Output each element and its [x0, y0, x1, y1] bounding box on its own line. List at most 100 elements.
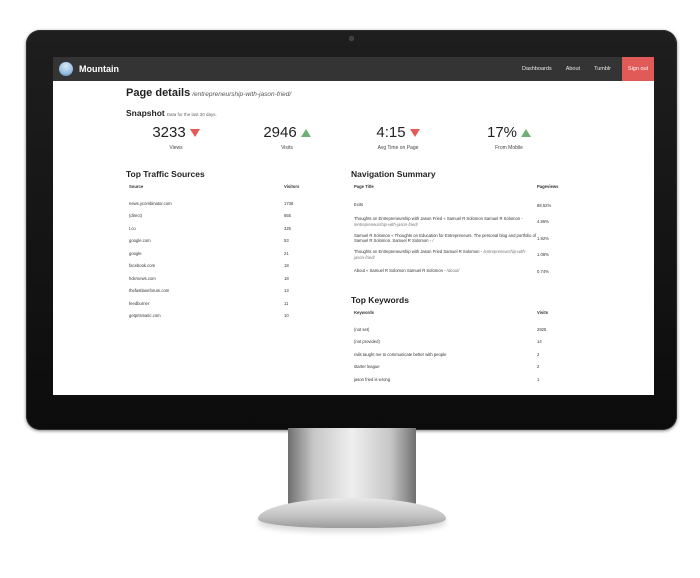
- top-keywords-section: Top Keywords Keywords Visits (not set) 29…: [351, 295, 566, 386]
- source-cell: google: [129, 250, 142, 256]
- table-row[interactable]: google.com 53: [126, 235, 326, 248]
- column-header: Visitors: [284, 184, 300, 189]
- table-row[interactable]: google 21: [126, 247, 326, 260]
- stat-mobile: 17% From Mobile: [459, 124, 559, 151]
- source-cell: (direct): [129, 213, 143, 219]
- page-title-cell: Exits: [351, 197, 537, 214]
- keyword-cell: (not set): [354, 326, 370, 332]
- stat-label: Visits: [281, 145, 293, 151]
- nav-tumblr[interactable]: Tumblr: [594, 66, 611, 72]
- visits-cell: 1: [537, 376, 540, 382]
- table-row[interactable]: About « Samuel R Solomon Samuel R Solomo…: [351, 263, 566, 280]
- visitors-cell: 10: [284, 313, 289, 319]
- column-header: Source: [129, 184, 144, 189]
- page-path: /entrepreneurship-with-jason-fried/: [192, 91, 292, 98]
- visits-cell: 14: [537, 339, 542, 345]
- keyword-cell: (not provided): [354, 339, 380, 345]
- table-row[interactable]: getprismatic.com 10: [126, 310, 326, 323]
- visitors-cell: 13: [284, 288, 289, 294]
- page-title-text: Thoughts on Entrepreneurship with Jason …: [354, 249, 480, 255]
- table-row[interactable]: (not provided) 14: [351, 336, 566, 349]
- source-cell: facebook.com: [129, 263, 156, 269]
- nav-dashboards[interactable]: Dashboards: [522, 66, 552, 72]
- page-title-text: Exits: [354, 202, 364, 208]
- source-cell: thefastlaneforum.com: [129, 288, 170, 294]
- page-title-text: Samuel R Solomon « Thoughts on Education…: [354, 232, 537, 244]
- column-header: Keywords: [354, 310, 375, 315]
- monitor-stand-neck: [288, 428, 416, 508]
- page-title-cell: Thoughts on Entrepreneurship with Jason …: [354, 249, 527, 260]
- table-row[interactable]: (not set) 2925: [351, 323, 566, 336]
- visits-cell: 2: [537, 364, 540, 370]
- visits-cell: 2925: [537, 326, 547, 332]
- brand-name[interactable]: Mountain: [79, 64, 119, 74]
- trend-down-icon: [409, 128, 420, 137]
- keyword-cell: rails taught me to communicate better wi…: [354, 351, 447, 357]
- visitors-cell: 655: [284, 213, 291, 219]
- page-title-cell: Samuel R Solomon « Thoughts on Education…: [354, 232, 537, 244]
- stat-value: 3233: [152, 124, 186, 141]
- column-header: Page Title: [354, 184, 374, 189]
- stat-label: Views: [169, 145, 183, 151]
- page-path-text: /: [432, 238, 434, 244]
- traffic-sources-table: Source Visitors news.ycombinator.com 1738…: [126, 181, 326, 322]
- table-row[interactable]: rails taught me to communicate better wi…: [351, 348, 566, 361]
- navigation-summary-title: Navigation Summary: [351, 169, 436, 179]
- sign-out-button[interactable]: Sign out: [622, 57, 654, 81]
- top-navbar: Mountain Dashboards About Tumblr Sign ou…: [53, 57, 654, 81]
- snapshot-title: Snapshot: [126, 108, 165, 118]
- page-path-text: /entrepreneurship-with-jason-fried/: [354, 221, 418, 227]
- table-row[interactable]: Exits 88.52%: [351, 197, 566, 214]
- table-header: Keywords Visits: [351, 307, 566, 323]
- pageviews-cell: 88.52%: [537, 202, 552, 208]
- mountain-logo-icon[interactable]: [59, 62, 73, 76]
- stat-value: 17%: [486, 124, 518, 141]
- top-keywords-rows: (not set) 2925 (not provided) 14 rails taugh…: [351, 323, 566, 386]
- trend-down-icon: [189, 128, 200, 137]
- table-row[interactable]: starter league 2: [351, 361, 566, 374]
- pageviews-cell: 4.86%: [537, 219, 549, 225]
- snapshot-note: Data for the last 30 days.: [166, 112, 217, 117]
- visitors-cell: 11: [284, 300, 289, 306]
- source-cell: hckrnews.com: [129, 275, 156, 281]
- table-row[interactable]: news.ycombinator.com 1738: [126, 197, 326, 210]
- page-title: Page details: [126, 87, 191, 99]
- table-row[interactable]: feedburner 11: [126, 297, 326, 310]
- table-row[interactable]: Thoughts on Entrepreneurship with Jason …: [351, 247, 566, 264]
- monitor-stand-base: [258, 498, 446, 528]
- visitors-cell: 18: [284, 275, 289, 281]
- trend-up-icon: [521, 128, 532, 137]
- stat-value: 2946: [263, 124, 297, 141]
- page-title-text: Thoughts on Entrepreneurship with Jason …: [354, 216, 521, 222]
- page-title-cell: Thoughts on Entrepreneurship with Jason …: [354, 216, 523, 227]
- snapshot-stats: 3233 Views 2946 Visits 4:15 Avg Time on …: [126, 124, 586, 164]
- table-row[interactable]: hckrnews.com 18: [126, 272, 326, 285]
- table-row[interactable]: thefastlaneforum.com 13: [126, 285, 326, 298]
- navigation-summary-section: Navigation Summary Page Title Pageviews …: [351, 169, 566, 280]
- visitors-cell: 1738: [284, 200, 294, 206]
- visitors-cell: 53: [284, 238, 289, 244]
- column-header: Pageviews: [537, 184, 559, 189]
- top-keywords-title: Top Keywords: [351, 295, 409, 305]
- table-row[interactable]: Thoughts on Entrepreneurship with Jason …: [351, 214, 566, 231]
- nav-about[interactable]: About: [565, 66, 581, 72]
- navigation-summary-table: Page Title Pageviews Exits 88.52% Thoughts…: [351, 181, 566, 280]
- table-row[interactable]: Samuel R Solomon « Thoughts on Education…: [351, 230, 566, 247]
- table-header: Page Title Pageviews: [351, 181, 566, 197]
- table-header: Source Visitors: [126, 181, 326, 197]
- table-row[interactable]: jason fried is wrong 1: [351, 373, 566, 386]
- table-row[interactable]: (direct) 655: [126, 210, 326, 223]
- traffic-sources-title: Top Traffic Sources: [126, 169, 205, 179]
- source-cell: news.ycombinator.com: [129, 200, 172, 206]
- trend-up-icon: [300, 128, 311, 137]
- stat-value: 4:15: [376, 124, 406, 141]
- visitors-cell: 18: [284, 263, 289, 269]
- page-path-text: /about/: [446, 268, 460, 274]
- source-cell: t.co: [129, 225, 136, 231]
- stat-label: From Mobile: [495, 145, 523, 151]
- table-row[interactable]: facebook.com 18: [126, 260, 326, 273]
- main-content: Page details/entrepreneurship-with-jason…: [126, 87, 586, 118]
- top-keywords-table: Keywords Visits (not set) 2925 (not provid…: [351, 307, 566, 386]
- table-row[interactable]: t.co 325: [126, 222, 326, 235]
- stat-visits: 2946 Visits: [237, 124, 337, 151]
